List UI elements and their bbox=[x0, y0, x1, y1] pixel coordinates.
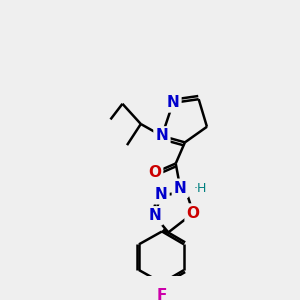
Text: F: F bbox=[157, 288, 167, 300]
Text: N: N bbox=[167, 95, 179, 110]
Text: ·H: ·H bbox=[193, 182, 206, 195]
Text: O: O bbox=[148, 165, 161, 180]
Text: N: N bbox=[156, 128, 168, 143]
Text: N: N bbox=[148, 208, 161, 224]
Text: N: N bbox=[154, 187, 167, 202]
Text: O: O bbox=[187, 206, 200, 220]
Text: N: N bbox=[174, 181, 187, 196]
